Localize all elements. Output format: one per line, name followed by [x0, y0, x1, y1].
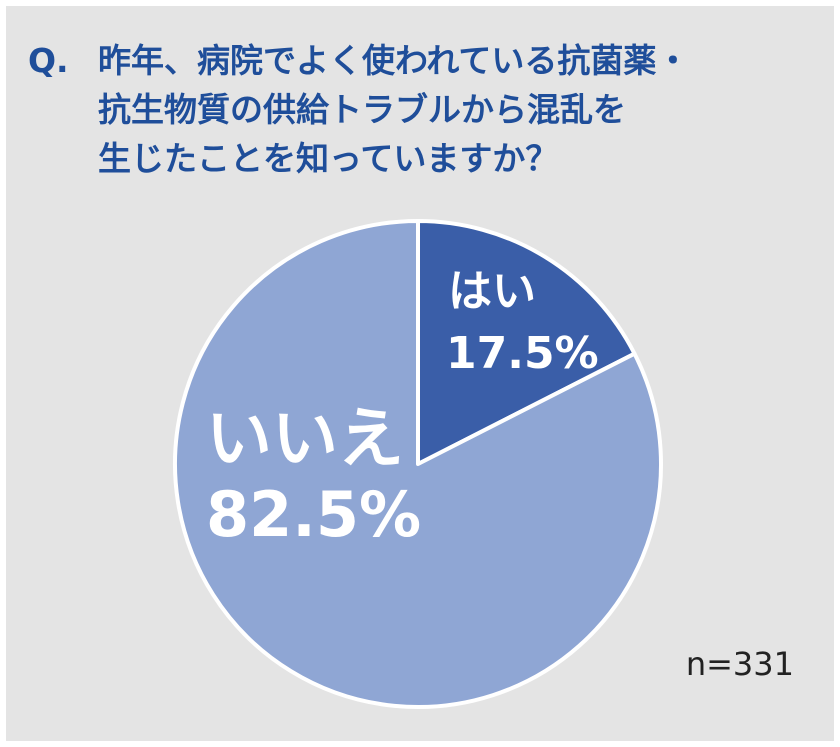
question-line-1: 昨年、病院でよく使われている抗菌薬・ — [98, 41, 690, 80]
pie-slice-yes — [416, 219, 637, 466]
survey-card: Q. 昨年、病院でよく使われている抗菌薬・ 抗生物質の供給トラブルから混乱を 生… — [6, 6, 834, 741]
slice-value-yes: 17.5% — [446, 328, 599, 379]
slice-value-no: 82.5% — [206, 478, 421, 551]
question-line-2: 抗生物質の供給トラブルから混乱を — [98, 90, 626, 129]
slice-label-no: いいえ — [206, 400, 404, 477]
pie-slice-no — [173, 219, 663, 709]
question-line-3: 生じたことを知っていますか？ — [98, 139, 559, 178]
sample-size-label: n=331 — [685, 645, 794, 683]
question-mark: Q. — [28, 41, 69, 80]
question-title: Q. 昨年、病院でよく使われている抗菌薬・ 抗生物質の供給トラブルから混乱を 生… — [18, 36, 818, 183]
question-text: 昨年、病院でよく使われている抗菌薬・ 抗生物質の供給トラブルから混乱を 生じたこ… — [98, 36, 818, 183]
slice-label-yes: はい — [448, 266, 536, 317]
